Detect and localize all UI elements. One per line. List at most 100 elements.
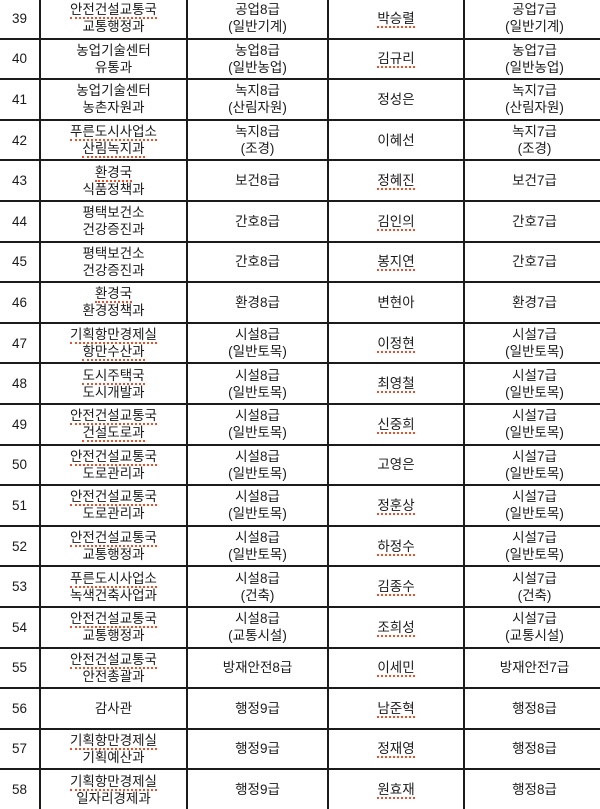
table-row: 48 도시주택국 도시개발과 시설8급 (일반토목) 최영철 시설7급 (일반토목): [0, 362, 600, 405]
misspelled-text: 정혜진: [377, 173, 415, 191]
cell-line: 정성은: [330, 91, 462, 108]
row-number-cell: 47: [0, 321, 41, 365]
cell-text: 행정8급: [512, 782, 557, 798]
cell-text: 간호7급: [512, 254, 557, 270]
cell-line: 김규리: [330, 50, 462, 69]
cell-text: 녹지8급: [235, 124, 280, 140]
cell-line: 도로관리과: [42, 465, 185, 482]
new-grade-cell: 간호7급: [463, 199, 600, 243]
table-row: 39 안전건설교통국 교통행정과 공업8급 (일반기계) 박승렬 공업7급 (일반기계…: [0, 0, 600, 40]
cell-text: 정성은: [377, 91, 415, 107]
cell-line: 기획항만경제실: [42, 773, 185, 791]
cell-text: 방재안전8급: [222, 660, 293, 676]
cell-text: (일반토목): [228, 384, 287, 400]
cell-text: 시설7급: [512, 367, 557, 383]
cell-line: 행정9급: [189, 781, 326, 798]
cell-text: 보건8급: [235, 173, 280, 189]
new-grade-cell: 시설7급 (건축): [463, 565, 600, 608]
cell-line: 고영은: [330, 456, 462, 473]
row-number: 48: [11, 376, 28, 392]
cell-text: 행정8급: [512, 741, 557, 757]
misspelled-text: 기획항만경제실: [70, 327, 157, 345]
cell-line: (교통시설): [466, 627, 600, 644]
cell-text: 보건7급: [512, 173, 557, 189]
cell-line: 봉지연: [330, 253, 462, 272]
department-cell: 안전건설교통국 도로관리과: [39, 443, 188, 487]
cell-text: 농업8급: [235, 42, 280, 58]
cell-text: (건축): [517, 587, 552, 603]
misspelled-text: 푸른도시사업소: [70, 570, 157, 588]
misspelled-text: 김인의: [377, 213, 415, 231]
misspelled-text: 안전건설교통국: [70, 408, 157, 426]
cell-text: 시설8급: [235, 570, 280, 586]
name-cell: 박승렬: [327, 0, 465, 40]
cell-line: 시설7급: [466, 407, 600, 424]
cell-text: (일반농업): [228, 59, 287, 75]
row-number: 53: [11, 579, 28, 595]
cell-line: 안전총괄과: [42, 668, 185, 685]
cell-line: 건설도로과: [42, 424, 185, 443]
current-grade-cell: 농업8급 (일반농업): [186, 37, 329, 81]
cell-line: 농업기술센터: [42, 82, 185, 99]
cell-line: 김종수: [330, 578, 462, 597]
cell-text: 도로관리과: [82, 465, 145, 481]
cell-text: 녹색건축사업과: [70, 587, 157, 603]
cell-line: 녹지8급: [189, 123, 326, 140]
misspelled-text: 정훈상: [377, 497, 415, 515]
misspelled-text: 하정수: [377, 538, 415, 556]
cell-text: 이혜선: [377, 132, 415, 148]
cell-line: 환경국: [42, 164, 185, 182]
table-row: 53 푸른도시사업소 녹색건축사업과 시설8급 (건축) 김종수 시설7급 (건축): [0, 565, 600, 608]
new-grade-cell: 간호7급: [463, 240, 600, 284]
new-grade-cell: 시설7급 (일반토목): [463, 443, 600, 487]
name-cell: 고영은: [327, 443, 465, 487]
cell-text: (일반토목): [505, 547, 564, 563]
current-grade-cell: 행정9급: [186, 768, 329, 809]
row-number: 55: [11, 660, 28, 676]
cell-text: 농업7급: [512, 42, 557, 58]
current-grade-cell: 행정9급: [186, 727, 329, 771]
cell-line: 녹색건축사업과: [42, 587, 185, 604]
cell-line: 기획항만경제실: [42, 732, 185, 750]
current-grade-cell: 보건8급: [186, 159, 329, 202]
cell-line: 기획예산과: [42, 749, 185, 766]
cell-line: (조경): [189, 140, 326, 157]
cell-line: 환경7급: [466, 294, 600, 311]
cell-line: 환경8급: [189, 294, 326, 311]
cell-text: 안전총괄과: [82, 668, 145, 684]
current-grade-cell: 녹지8급 (조경): [186, 118, 329, 162]
row-number: 47: [11, 335, 28, 351]
cell-line: (일반토목): [189, 546, 326, 563]
misspelled-text: 안전건설교통국: [70, 489, 157, 507]
cell-line: 평택보건소: [42, 204, 185, 221]
table-row: 42 푸른도시사업소 산림녹지과 녹지8급 (조경) 이혜선 녹지7급 (조경): [0, 118, 600, 162]
cell-line: (일반토목): [189, 465, 326, 482]
cell-line: 녹지8급: [189, 82, 326, 99]
table-row: 40 농업기술센터 유통과 농업8급 (일반농업) 김규리 농업7급 (일반농업): [0, 37, 600, 81]
row-number: 52: [11, 538, 28, 554]
misspelled-text: 안전건설교통국: [70, 448, 157, 466]
cell-text: (조경): [240, 141, 275, 157]
cell-line: 신중희: [330, 416, 462, 434]
table-row: 52 안전건설교통국 교통행정과 시설8급 (일반토목) 하정수 시설7급 (일반토목…: [0, 524, 600, 568]
department-cell: 평택보건소 건강증진과: [39, 199, 188, 243]
cell-text: 교통행정과: [82, 628, 145, 644]
cell-text: 녹지7급: [512, 83, 557, 99]
cell-text: 식품정책과: [82, 181, 145, 197]
misspelled-text: 최영철: [377, 376, 415, 394]
name-cell: 하정수: [327, 524, 465, 568]
cell-text: 시설8급: [235, 327, 280, 343]
cell-line: 산림녹지과: [42, 140, 185, 159]
cell-line: (일반토목): [466, 343, 600, 360]
cell-line: (일반토목): [466, 546, 600, 563]
cell-text: 시설8급: [235, 408, 280, 424]
table-row: 57 기획항만경제실 기획예산과 행정9급 정재영 행정8급: [0, 727, 600, 771]
new-grade-cell: 행정8급: [463, 687, 600, 730]
cell-text: 건강증진과: [82, 222, 145, 238]
misspelled-text: 산림녹지과: [82, 141, 145, 159]
cell-line: 공업7급: [466, 1, 600, 18]
current-grade-cell: 시설8급 (교통시설): [186, 605, 329, 649]
cell-text: 행정9급: [235, 782, 280, 798]
